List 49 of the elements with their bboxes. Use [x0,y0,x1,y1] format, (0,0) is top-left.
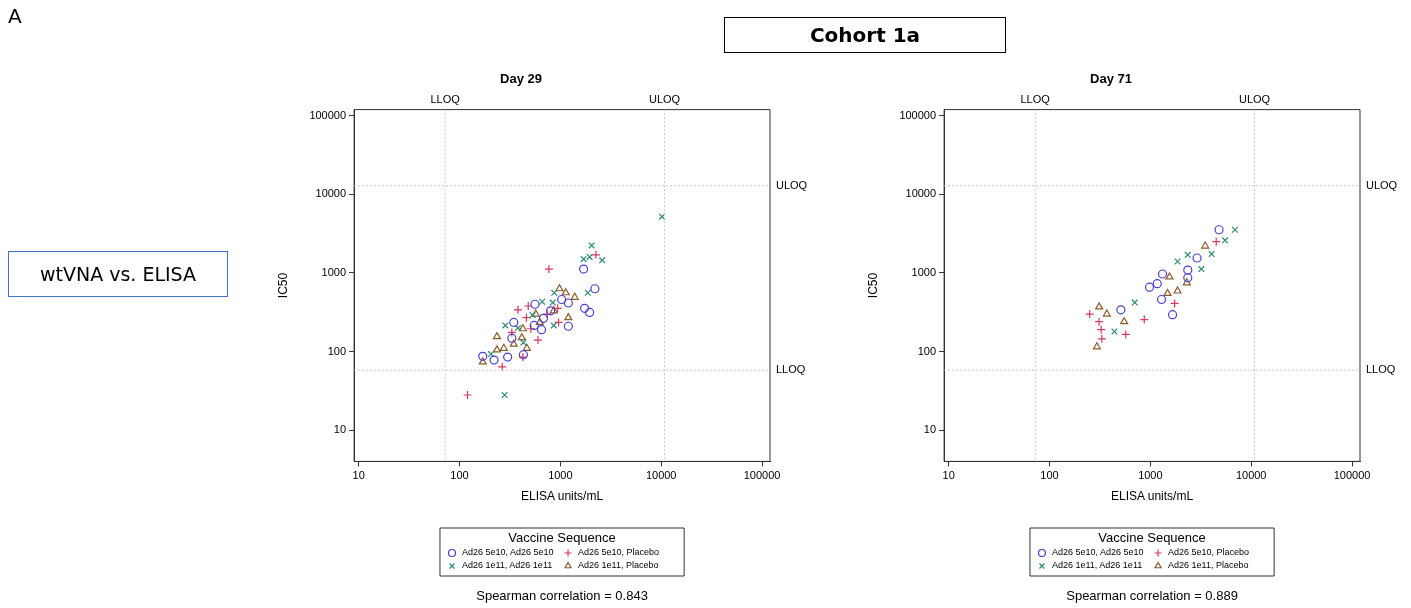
text: A [8,4,22,28]
x-tick-label: 10 [942,469,955,482]
y-tick-label: 100000 [899,108,937,121]
ref-line-label: ULOQ [1366,178,1398,191]
y-tick-label: 10000 [905,187,937,200]
y-tick-label: 10 [923,423,937,436]
text: Spearman correlation = 0.843 [476,587,648,603]
ref-line-label: LLOQ [430,93,461,106]
y-tick-label: 10000 [315,187,347,200]
x-tick-label: 10000 [1235,469,1267,482]
x-tick-label: 10 [352,469,365,482]
legend-label: Ad26 1e11, Placebo [578,560,659,571]
ref-line-label: LLOQ [1020,93,1051,106]
y-tick-label: 1000 [911,266,937,279]
x-tick-label: 1000 [548,469,573,482]
text: wtVNA vs. ELISA [8,251,228,297]
legend-label: Ad26 5e10, Placebo [1168,547,1250,558]
chart-title: Day 71 [1090,71,1132,87]
y-tick-label: 10 [333,423,347,436]
x-tick-label: 1000 [1138,469,1163,482]
ref-line-label: LLOQ [1366,363,1396,376]
legend-label: Ad26 5e10, Ad26 5e10 [461,547,554,558]
legend-label: Ad26 5e10, Ad26 5e10 [1051,547,1144,558]
x-axis-title: ELISA units/mL [521,489,604,504]
x-tick-label: 100000 [743,469,781,482]
y-tick-label: 100000 [309,108,347,121]
ref-line-label: ULOQ [776,178,808,191]
chart-title: Day 29 [500,71,542,87]
x-tick-label: 100 [450,469,469,482]
y-tick-label: 1000 [321,266,347,279]
x-tick-label: 100000 [1333,469,1371,482]
ref-line-label: ULOQ [648,93,681,106]
y-tick-label: 100 [917,344,937,357]
legend-label: Ad26 5e10, Placebo [578,547,660,558]
legend-label: Ad26 1e11, Ad26 1e11 [1051,560,1143,571]
legend-title: Vaccine Sequence [1098,529,1206,545]
ref-line-label: LLOQ [776,363,806,376]
legend-label: Ad26 1e11, Ad26 1e11 [461,560,553,571]
text: Cohort 1a [724,17,1006,53]
x-tick-label: 10000 [645,469,677,482]
ref-line-label: ULOQ [1238,93,1271,106]
y-axis-title: IC50 [275,272,290,299]
y-tick-label: 100 [327,344,347,357]
x-tick-label: 100 [1040,469,1059,482]
x-axis-title: ELISA units/mL [1111,489,1194,504]
text: Spearman correlation = 0.889 [1066,587,1238,603]
legend-title: Vaccine Sequence [508,529,616,545]
legend-label: Ad26 1e11, Placebo [1168,560,1249,571]
y-axis-title: IC50 [865,272,880,299]
